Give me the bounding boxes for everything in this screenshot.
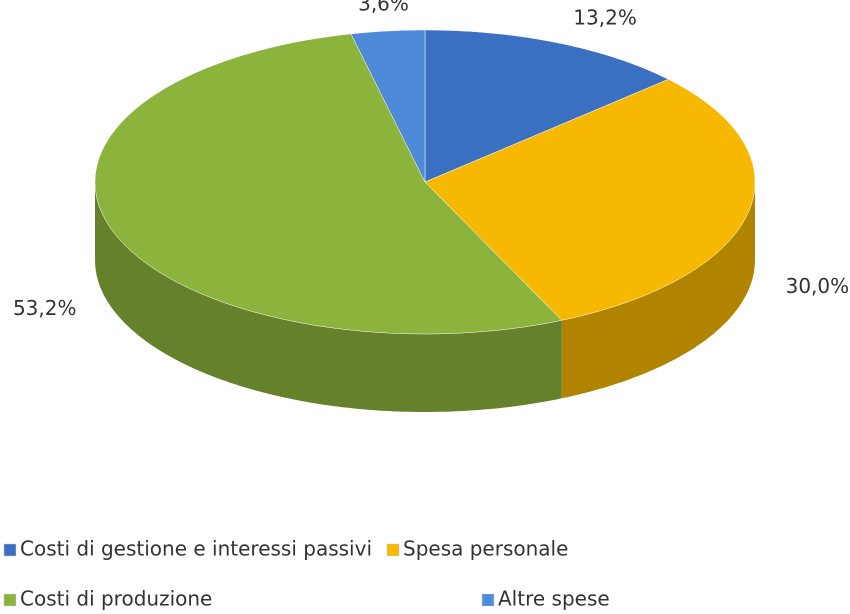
data-label: 3,6% (358, 0, 409, 16)
data-label: 53,2% (13, 296, 77, 320)
slice (424, 29, 670, 183)
slice (424, 79, 756, 321)
data-label: 30,0% (786, 274, 850, 298)
legend-swatch (3, 593, 17, 607)
slice-side (561, 182, 755, 399)
legend-swatch (481, 593, 495, 607)
legend-swatch (386, 543, 400, 557)
legend-label: Costi di produzione (20, 587, 212, 611)
legend-swatch (3, 543, 17, 557)
legend-label: Costi di gestione e interessi passivi (20, 537, 372, 561)
slice-side (95, 182, 562, 412)
data-label: 13,2% (573, 6, 637, 30)
legend-label: Altre spese (498, 587, 610, 611)
legend-label: Spesa personale (403, 537, 568, 561)
slice (350, 29, 426, 183)
slice (94, 33, 563, 335)
